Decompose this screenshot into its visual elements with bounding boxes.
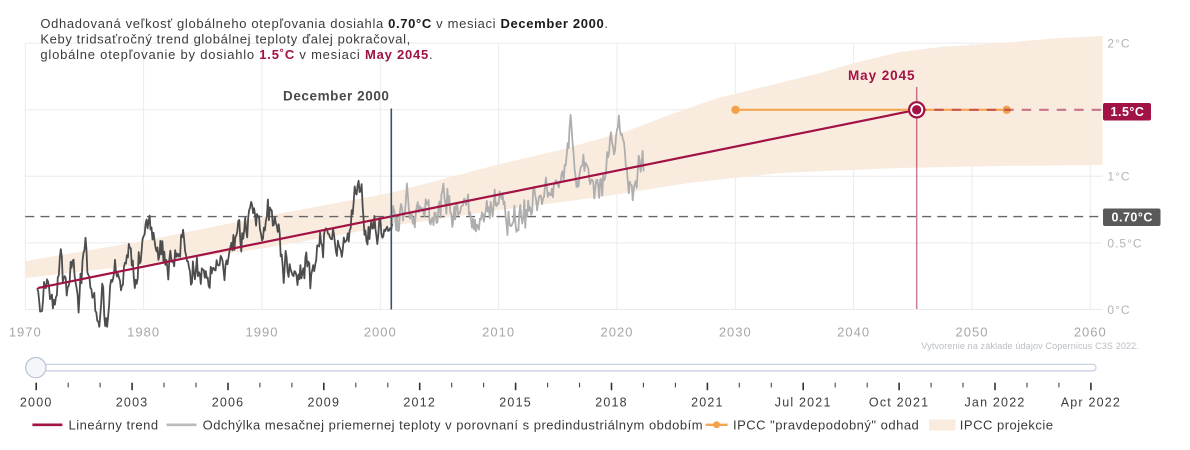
svg-text:Jan 2022: Jan 2022 [964, 396, 1025, 410]
svg-text:2000: 2000 [20, 396, 53, 410]
svg-text:0°C: 0°C [1107, 303, 1130, 317]
svg-text:Vytvorenie na základe údajov C: Vytvorenie na základe údajov Copernicus … [921, 341, 1139, 351]
svg-text:2012: 2012 [403, 396, 436, 410]
svg-text:December 2000: December 2000 [283, 89, 389, 104]
svg-text:May 2045: May 2045 [848, 68, 916, 83]
svg-text:Apr 2022: Apr 2022 [1061, 396, 1121, 410]
svg-text:2006: 2006 [212, 396, 245, 410]
svg-text:1990: 1990 [246, 325, 279, 340]
svg-text:1970: 1970 [9, 325, 42, 340]
svg-text:IPCC projekcie: IPCC projekcie [960, 417, 1054, 432]
svg-text:IPCC "pravdepodobný" odhad: IPCC "pravdepodobný" odhad [733, 417, 919, 432]
svg-text:Odchýlka mesačnej priemernej t: Odchýlka mesačnej priemernej teploty v p… [203, 417, 703, 432]
svg-text:2040: 2040 [837, 325, 870, 340]
svg-text:2003: 2003 [116, 396, 149, 410]
svg-text:globálne otepľovanie by dosiah: globálne otepľovanie by dosiahlo 1.5˚C v… [40, 47, 433, 62]
svg-text:2000: 2000 [364, 325, 397, 340]
svg-text:2010: 2010 [482, 325, 515, 340]
svg-text:Lineárny trend: Lineárny trend [69, 417, 159, 432]
svg-text:2050: 2050 [956, 325, 989, 340]
svg-text:Keby tridsaťročný trend globál: Keby tridsaťročný trend globálnej teplot… [40, 31, 410, 46]
svg-text:2°C: 2°C [1107, 37, 1130, 51]
svg-text:Oct 2021: Oct 2021 [869, 396, 929, 410]
svg-text:2021: 2021 [691, 396, 724, 410]
svg-text:2018: 2018 [595, 396, 628, 410]
svg-text:2015: 2015 [499, 396, 532, 410]
svg-text:1980: 1980 [127, 325, 160, 340]
svg-text:1.5°C: 1.5°C [1111, 105, 1145, 119]
svg-text:Jul 2021: Jul 2021 [775, 396, 832, 410]
svg-text:2060: 2060 [1074, 325, 1107, 340]
svg-text:2009: 2009 [307, 396, 340, 410]
svg-text:2020: 2020 [601, 325, 634, 340]
svg-text:2030: 2030 [719, 325, 752, 340]
svg-text:Odhadovaná veľkosť globálneho: Odhadovaná veľkosť globálneho otepľovani… [40, 16, 608, 31]
svg-text:0.70°C: 0.70°C [1112, 211, 1153, 225]
svg-text:1°C: 1°C [1107, 170, 1130, 184]
svg-text:0.5°C: 0.5°C [1107, 236, 1142, 250]
